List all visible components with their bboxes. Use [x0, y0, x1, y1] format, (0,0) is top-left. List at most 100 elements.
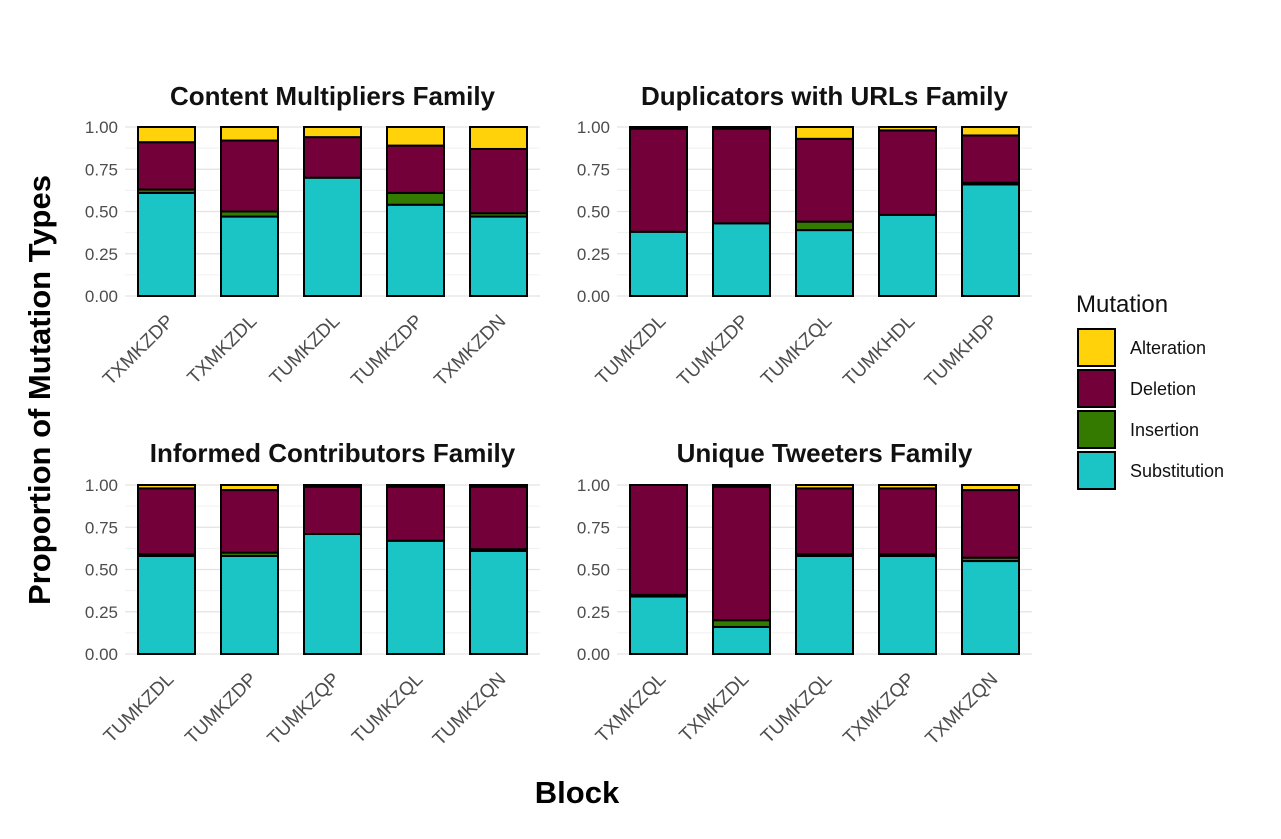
y-axis-title: Proportion of Mutation Types [22, 175, 57, 605]
x-tick-label: TXMKZDN [430, 311, 510, 391]
bar-segment-substitution [386, 203, 445, 298]
x-tick-label: TXMKZQN [922, 669, 1003, 750]
panel-1: 0.00 0.25 0.50 0.75 1.00 Content Multipliers … [85, 81, 540, 391]
bar-segment-substitution [137, 554, 196, 655]
bar-segment-substitution [386, 539, 445, 656]
bar-segment-deletion [137, 487, 196, 556]
y-tick-label: 0.25 [577, 603, 610, 622]
bar-segment-alteration [712, 126, 771, 130]
panel-title: Content Multipliers Family [170, 81, 496, 111]
legend-label: Insertion [1130, 420, 1199, 440]
x-tick-label: TUMKZQL [757, 311, 836, 390]
x-tick-label: TUMKZQL [348, 669, 427, 748]
bar-segment-alteration [878, 484, 937, 490]
bar-segment-alteration [303, 126, 362, 139]
y-tick-label: 1.00 [85, 118, 118, 137]
x-tick-label: TUMKZDP [673, 311, 753, 391]
bar-segment-insertion [795, 220, 854, 232]
panel-3: 0.00 0.25 0.50 0.75 1.00 Informed Contributor… [85, 438, 540, 750]
bar-segment-deletion [961, 489, 1020, 559]
y-tick-label: 0.25 [85, 245, 118, 264]
bar-segment-deletion [878, 487, 937, 556]
legend-title: Mutation [1076, 291, 1168, 318]
bar-segment-deletion [303, 485, 362, 536]
bar-segment-deletion [629, 484, 688, 596]
bar-segment-deletion [386, 144, 445, 194]
legend-key-substitution [1077, 451, 1116, 490]
x-tick-label: TUMKZDP [347, 311, 427, 391]
legend-label: Alteration [1130, 338, 1206, 358]
y-tick-label: 0.50 [577, 203, 610, 222]
bar-segment-alteration [469, 126, 528, 150]
legend-key-insertion [1077, 410, 1116, 449]
bar-segment-alteration [469, 484, 528, 488]
y-tick-label: 0.75 [85, 160, 118, 179]
y-tick-label: 0.50 [85, 203, 118, 222]
y-tick-label: 0.00 [577, 645, 610, 664]
bar-segment-deletion [795, 137, 854, 223]
bar-segment-deletion [137, 141, 196, 191]
y-tick-label: 0.75 [85, 518, 118, 537]
x-tick-label: TUMKZQN [429, 669, 510, 750]
y-tick-label: 0.00 [85, 287, 118, 306]
panel-title: Unique Tweeters Family [677, 438, 973, 468]
bar-segment-alteration [795, 126, 854, 140]
y-tick-label: 0.75 [577, 160, 610, 179]
bar-segment-deletion [220, 489, 279, 554]
y-tick-label: 0.00 [577, 287, 610, 306]
x-axis-title: Block [535, 775, 620, 810]
legend-key-alteration [1077, 328, 1116, 367]
bar-segment-substitution [629, 230, 688, 297]
x-tick-label: TXMKZDL [676, 669, 754, 747]
bar-segment-deletion [220, 139, 279, 213]
bar-segment-alteration [303, 484, 362, 488]
bar-segment-alteration [961, 126, 1020, 137]
bar-segment-alteration [220, 126, 279, 142]
y-tick-label: 1.00 [577, 476, 610, 495]
bar-segment-substitution [220, 215, 279, 298]
legend-key-deletion [1077, 369, 1116, 408]
x-tick-label: TXMKZQP [839, 669, 919, 749]
bar-segment-alteration [878, 126, 937, 132]
bar-segment-substitution [303, 176, 362, 297]
bar-segment-insertion [712, 619, 771, 628]
y-tick-label: 1.00 [85, 476, 118, 495]
legend: Mutation Alteration Deletion Insertion Subs… [1076, 291, 1224, 490]
x-tick-label: TUMKZDL [100, 669, 178, 747]
bar-segment-alteration [961, 484, 1020, 492]
bar-segment-substitution [878, 213, 937, 298]
x-tick-label: TXMKZDL [184, 311, 262, 389]
y-tick-label: 0.25 [85, 603, 118, 622]
bar-segment-substitution [137, 191, 196, 297]
bar-segment-alteration [795, 484, 854, 490]
legend-label: Substitution [1130, 461, 1224, 481]
x-tick-label: TUMKHDP [921, 311, 1002, 392]
bar-segment-alteration [137, 126, 196, 144]
bar-segment-substitution [220, 554, 279, 655]
bar-segment-substitution [629, 595, 688, 655]
bar-segment-deletion [386, 485, 445, 542]
panel-4: 0.00 0.25 0.50 0.75 1.00 Unique Tweeters Fami… [577, 438, 1032, 749]
legend-label: Deletion [1130, 379, 1196, 399]
bar-segment-substitution [469, 549, 528, 655]
bar-segment-deletion [795, 487, 854, 556]
bar-segment-deletion [469, 147, 528, 215]
bar-segment-insertion [386, 191, 445, 206]
bar-segment-substitution [469, 215, 528, 298]
x-tick-label: TUMKZDL [592, 311, 670, 389]
x-tick-label: TUMKZQP [264, 669, 345, 750]
bar-segment-substitution [712, 222, 771, 297]
bar-segment-deletion [878, 129, 937, 216]
bar-segment-substitution [795, 554, 854, 655]
x-tick-label: TUMKZDL [266, 311, 344, 389]
panel-2: 0.00 0.25 0.50 0.75 1.00 Duplicators with URL… [577, 81, 1032, 392]
y-tick-label: 0.25 [577, 245, 610, 264]
bar-segment-deletion [629, 127, 688, 233]
bar-segment-substitution [961, 183, 1020, 298]
y-tick-label: 0.50 [577, 561, 610, 580]
bar-segment-alteration [712, 484, 771, 488]
bar-segment-alteration [386, 126, 445, 147]
x-tick-label: TXMKZQL [592, 669, 670, 747]
bar-segment-deletion [712, 127, 771, 225]
